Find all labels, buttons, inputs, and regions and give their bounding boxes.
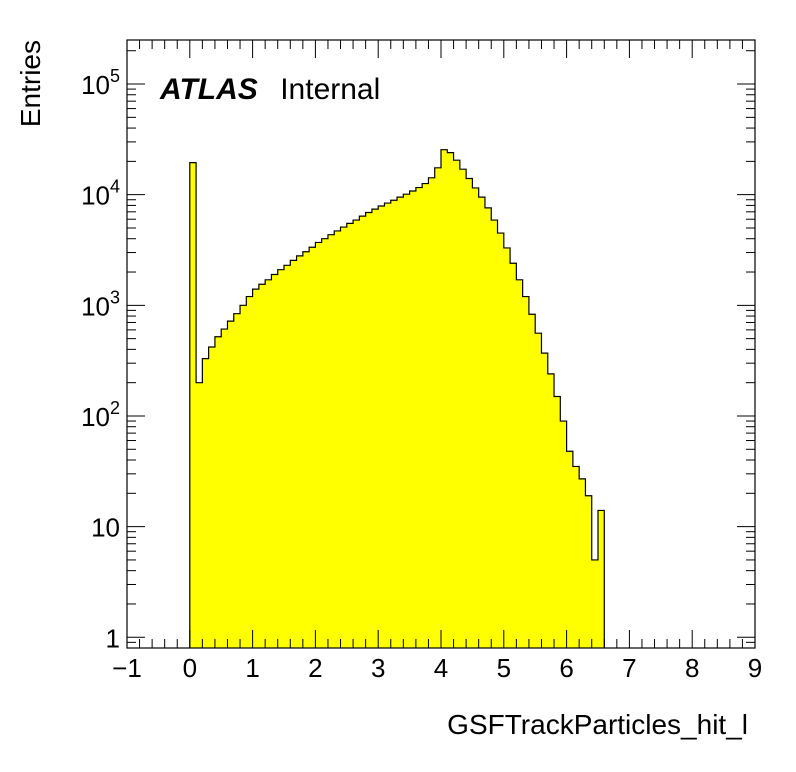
x-tick-label: 1 xyxy=(245,653,259,683)
histogram-bin xyxy=(284,265,291,648)
histogram-bin xyxy=(265,279,272,648)
histogram-bin xyxy=(246,296,253,648)
histogram-bin xyxy=(252,289,260,648)
histogram-bin xyxy=(296,255,304,649)
histogram-bin xyxy=(258,284,266,648)
y-tick-label: 105 xyxy=(81,66,120,100)
histogram-bin xyxy=(459,169,467,648)
histogram-bin xyxy=(598,510,605,648)
histogram-bin xyxy=(591,559,599,648)
histogram-bin xyxy=(302,251,310,648)
histogram-bin xyxy=(472,187,480,648)
histogram-bin xyxy=(334,230,341,648)
y-tick-label: 104 xyxy=(81,177,120,211)
histogram-bin xyxy=(497,233,505,648)
histogram-bin xyxy=(240,305,247,648)
x-tick-label: 2 xyxy=(308,653,322,683)
histogram-bin xyxy=(390,200,398,648)
histogram-bin xyxy=(422,183,429,649)
histogram-bin xyxy=(522,296,530,648)
histogram-bin xyxy=(441,149,448,649)
histogram-bin xyxy=(346,223,354,649)
histogram-bin xyxy=(321,238,329,648)
histogram-bin xyxy=(409,190,417,649)
histogram-bin xyxy=(516,279,524,648)
histogram-bin xyxy=(484,207,492,648)
histogram-bin xyxy=(510,263,517,648)
histogram-bin xyxy=(447,152,454,649)
atlas-label-internal: Internal xyxy=(280,73,380,106)
histogram-bin xyxy=(277,269,285,648)
histogram-bin xyxy=(585,495,593,648)
histogram-bin xyxy=(359,216,367,648)
y-tick-label: 102 xyxy=(81,398,120,432)
histogram-outline xyxy=(189,149,605,648)
histogram-bin xyxy=(271,274,279,648)
histogram-bin xyxy=(566,451,574,648)
histogram-bin xyxy=(227,321,235,648)
x-tick-label: 4 xyxy=(434,653,448,683)
histogram-bin xyxy=(340,227,348,648)
x-tick-label: 7 xyxy=(622,653,636,683)
histogram-bin xyxy=(196,382,203,648)
histogram-bin xyxy=(290,260,297,648)
axis-ticks xyxy=(126,40,756,649)
histogram-bin xyxy=(503,247,511,648)
histogram-bin xyxy=(221,329,228,648)
histogram-bin xyxy=(453,160,461,648)
histogram-bin xyxy=(428,177,436,648)
histogram-bin xyxy=(365,212,373,648)
histogram-bin xyxy=(572,466,580,648)
x-tick-label: −1 xyxy=(112,653,142,683)
histogram-bin xyxy=(466,178,473,648)
histogram-bin xyxy=(541,353,549,648)
y-axis-title: Entries xyxy=(15,40,46,127)
histogram-bin xyxy=(491,220,498,648)
histogram-bin xyxy=(397,197,404,648)
histogram-bin xyxy=(384,203,392,648)
atlas-label-bold: ATLAS xyxy=(159,73,258,106)
histogram-bin xyxy=(233,313,241,648)
histogram-bin xyxy=(378,206,385,648)
atlas-label: ATLAS Internal xyxy=(159,73,380,106)
x-tick-label: 8 xyxy=(685,653,699,683)
histogram-bin xyxy=(315,242,323,648)
histogram-bin xyxy=(202,358,210,648)
histogram-bin xyxy=(560,421,567,648)
x-tick-label: 5 xyxy=(497,653,511,683)
y-tick-labels: 1 10 102 103 104 105 xyxy=(81,66,120,653)
y-tick-label: 10 xyxy=(91,513,120,543)
histogram-bin xyxy=(528,314,536,648)
x-tick-label: 9 xyxy=(748,653,762,683)
histogram-bars xyxy=(189,149,605,649)
histogram-bin xyxy=(309,247,316,648)
x-tick-label: 0 xyxy=(183,653,197,683)
histogram-bin xyxy=(547,373,555,648)
histogram-bin xyxy=(371,209,379,648)
histogram-bin xyxy=(434,167,442,648)
histogram-bin xyxy=(579,478,586,648)
histogram-bin xyxy=(189,162,197,649)
histogram-bin xyxy=(554,396,561,648)
y-tick-label: 103 xyxy=(81,287,120,321)
x-tick-labels: −1 0 1 2 3 4 5 6 7 8 9 xyxy=(112,653,762,683)
x-axis-title: GSFTrackParticles_hit_l xyxy=(447,709,748,740)
histogram-bin xyxy=(535,333,542,648)
histogram-bin xyxy=(353,220,360,648)
histogram-bin xyxy=(208,347,216,648)
y-tick-label: 1 xyxy=(106,623,120,653)
histogram-bin xyxy=(415,187,423,649)
x-tick-label: 3 xyxy=(371,653,385,683)
histogram-bin xyxy=(327,234,335,648)
x-tick-label: 6 xyxy=(559,653,573,683)
plot-frame xyxy=(126,39,756,649)
histogram-bin xyxy=(403,194,410,649)
histogram-bin xyxy=(478,197,486,648)
histogram-bin xyxy=(214,336,222,648)
